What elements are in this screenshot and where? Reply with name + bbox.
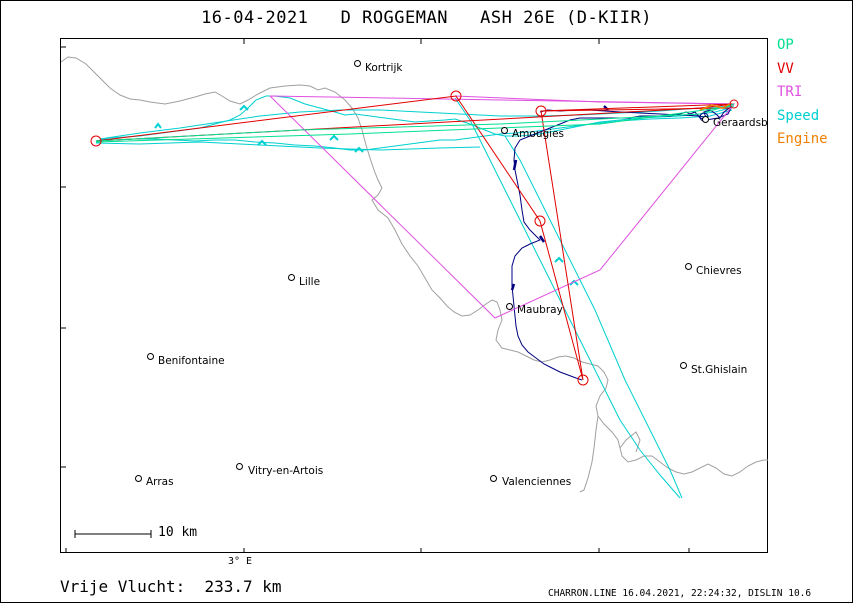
city-label: Kortrijk bbox=[365, 62, 403, 74]
map-title: 16-04-2021 D ROGGEMAN ASH 26E (D-KIIR) bbox=[201, 8, 652, 28]
city-label: Benifontaine bbox=[158, 355, 225, 367]
engine-track bbox=[699, 103, 731, 111]
city-marker bbox=[288, 274, 295, 281]
legend-item-op: OP bbox=[777, 37, 794, 53]
legend-item-vv: VV bbox=[777, 60, 794, 77]
city-label: Chievres bbox=[696, 265, 742, 277]
city-label: St.Ghislain bbox=[691, 364, 748, 376]
legend-item-tri: TRI bbox=[777, 84, 803, 100]
axis-tick-label: 3° E bbox=[228, 556, 253, 567]
city-marker bbox=[702, 116, 709, 123]
city-marker bbox=[501, 127, 508, 134]
city-label: Geraardsbergen bbox=[713, 117, 767, 129]
city-marker bbox=[354, 60, 361, 67]
scale-label: 10 km bbox=[158, 525, 198, 540]
city-marker bbox=[685, 263, 692, 270]
city-marker bbox=[135, 475, 142, 482]
border-line bbox=[60, 56, 768, 477]
scale-bar bbox=[74, 530, 152, 538]
city-label: Maubray bbox=[517, 304, 563, 316]
city-marker bbox=[236, 463, 243, 470]
legend-item-engine: Engine bbox=[777, 131, 828, 147]
legend: OP VV TRI Speed Engine bbox=[777, 34, 828, 152]
city-marker bbox=[680, 362, 687, 369]
op-line bbox=[95, 103, 735, 143]
city-label: Arras bbox=[146, 476, 174, 488]
speed-track bbox=[95, 95, 733, 499]
city-marker bbox=[506, 303, 513, 310]
city-label: Vitry-en-Artois bbox=[248, 465, 324, 477]
footer-info: CHARRON.LINE 16.04.2021, 22:24:32, DISLI… bbox=[548, 588, 812, 599]
legend-item-speed: Speed bbox=[777, 107, 820, 124]
distance-text: Vrije Vlucht: 233.7 km bbox=[60, 577, 282, 596]
city-label: Amougies bbox=[512, 128, 565, 140]
city-label: Valenciennes bbox=[502, 476, 572, 488]
city-marker bbox=[147, 353, 154, 360]
city-label: Lille bbox=[299, 276, 321, 288]
city-marker bbox=[490, 475, 497, 482]
axis-ticks bbox=[61, 39, 690, 553]
plot-frame bbox=[60, 38, 768, 553]
